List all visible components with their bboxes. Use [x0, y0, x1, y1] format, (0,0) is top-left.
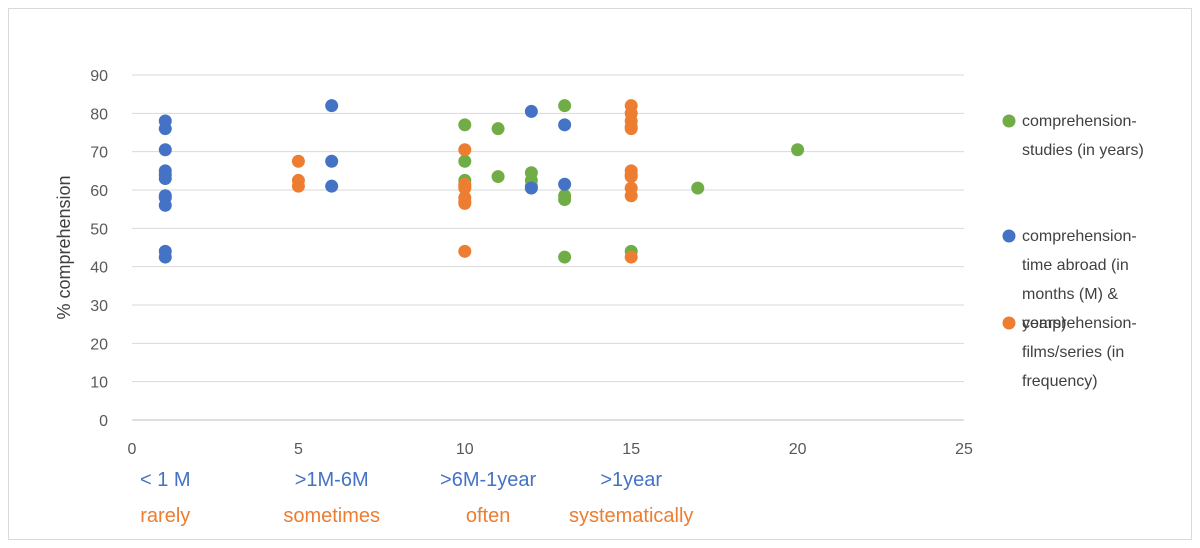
data-point	[325, 179, 339, 193]
y-tick-label: 20	[90, 336, 108, 353]
data-point	[624, 189, 638, 203]
y-tick-label: 70	[90, 145, 108, 162]
category-label-frequency: systematically	[569, 505, 693, 527]
data-point	[558, 250, 572, 264]
data-point	[158, 122, 172, 136]
legend-marker	[1002, 316, 1016, 330]
data-point	[624, 170, 638, 184]
data-points	[158, 99, 805, 264]
x-tick-label: 20	[789, 441, 807, 458]
data-point	[458, 196, 472, 210]
category-label-time: >1M-6M	[295, 469, 369, 491]
y-tick-label: 0	[99, 413, 108, 430]
data-point	[458, 143, 472, 157]
data-point	[325, 99, 339, 113]
legend-label: months (M) &	[1022, 286, 1118, 303]
legend-label: films/series (in	[1022, 344, 1124, 361]
y-tick-label: 40	[90, 260, 108, 277]
legend-label: comprehension-	[1022, 315, 1137, 332]
chart-frame	[8, 8, 1192, 540]
data-point	[158, 172, 172, 185]
data-point	[158, 250, 172, 264]
y-tick-label: 80	[90, 106, 108, 123]
legend-label: comprehension-	[1022, 228, 1137, 245]
data-point	[325, 154, 339, 168]
legend-label: time abroad (in	[1022, 257, 1129, 274]
data-point	[691, 181, 705, 195]
x-tick-labels: 0 5 10 15 20 25	[128, 441, 973, 458]
legend-label: years)	[1022, 315, 1066, 332]
legend-label: frequency)	[1022, 373, 1098, 390]
category-label-frequency: rarely	[140, 505, 190, 527]
category-label-frequency: sometimes	[283, 505, 380, 527]
x-tick-label: 15	[622, 441, 640, 458]
y-tick-label: 10	[90, 375, 108, 392]
category-label-frequency: often	[466, 505, 510, 527]
category-label-time: >6M-1year	[440, 469, 536, 491]
legend-marker	[1002, 114, 1016, 128]
y-axis-label: % comprehension	[54, 175, 74, 319]
gridlines	[132, 74, 964, 421]
data-point	[458, 244, 472, 258]
y-tick-label: 90	[90, 68, 108, 85]
data-point	[558, 99, 572, 113]
data-point	[291, 179, 305, 193]
x-tick-label: 5	[294, 441, 303, 458]
y-tick-label: 50	[90, 221, 108, 238]
legend: comprehension-studies (in years) comprehe…	[1002, 113, 1144, 390]
data-point	[558, 118, 572, 132]
data-point	[458, 181, 472, 195]
data-point	[491, 122, 505, 136]
data-point	[558, 193, 572, 207]
category-label-time: >1year	[600, 469, 662, 491]
data-point	[458, 154, 472, 168]
data-point	[491, 170, 505, 184]
data-point	[624, 250, 638, 264]
data-point	[558, 177, 572, 191]
category-label-time: < 1 M	[140, 469, 191, 491]
y-tick-label: 60	[90, 183, 108, 200]
data-point	[624, 122, 638, 136]
x-tick-label: 10	[456, 441, 474, 458]
data-point	[524, 181, 538, 195]
data-point	[791, 143, 805, 157]
data-point	[158, 143, 172, 157]
data-point	[291, 154, 305, 168]
data-point	[158, 198, 172, 212]
x-tick-label: 0	[128, 441, 137, 458]
legend-label: studies (in years)	[1022, 142, 1144, 159]
data-point	[458, 118, 472, 132]
y-tick-label: 30	[90, 298, 108, 315]
y-tick-labels: 0 10 20 30 40 50 60 70 80 90	[90, 68, 108, 430]
data-point	[524, 104, 538, 118]
legend-label: comprehension-	[1022, 113, 1137, 130]
category-labels: < 1 M rarely >1M-6M sometimes >6M-1year often…	[140, 469, 693, 527]
legend-marker	[1002, 229, 1016, 243]
x-tick-label: 25	[955, 441, 973, 458]
